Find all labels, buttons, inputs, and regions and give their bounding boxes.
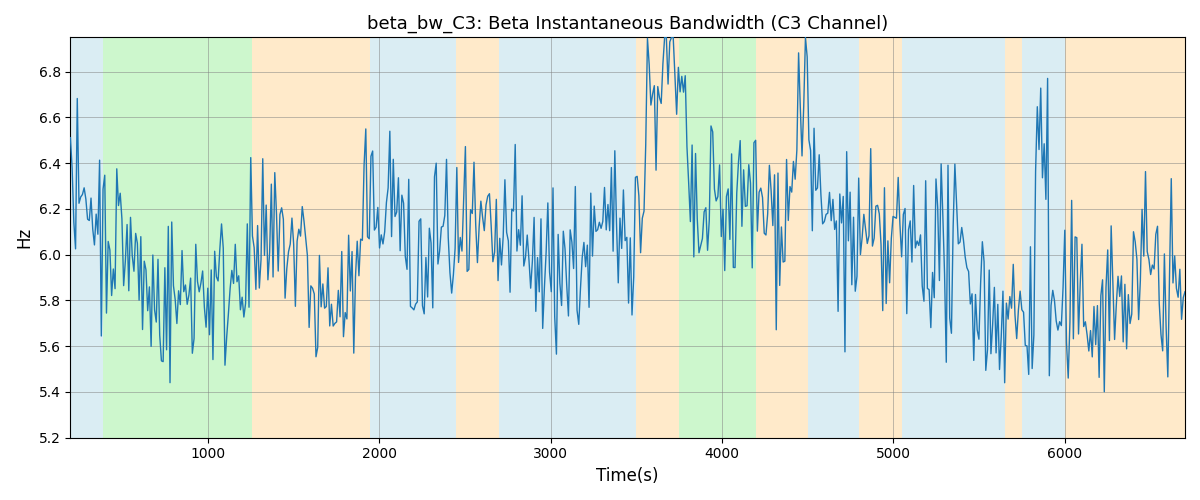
Bar <box>499 38 636 438</box>
Bar <box>456 38 499 438</box>
Bar <box>808 38 859 438</box>
Bar <box>252 38 371 438</box>
Bar <box>1022 38 1064 438</box>
Bar <box>902 38 1004 438</box>
Bar <box>1064 38 1186 438</box>
Bar <box>636 38 679 438</box>
X-axis label: Time(s): Time(s) <box>596 467 659 485</box>
Bar <box>371 38 456 438</box>
Bar <box>71 38 103 438</box>
Bar <box>103 38 252 438</box>
Y-axis label: Hz: Hz <box>14 227 32 248</box>
Title: beta_bw_C3: Beta Instantaneous Bandwidth (C3 Channel): beta_bw_C3: Beta Instantaneous Bandwidth… <box>367 15 888 34</box>
Bar <box>756 38 808 438</box>
Bar <box>679 38 756 438</box>
Bar <box>1004 38 1022 438</box>
Bar <box>859 38 902 438</box>
